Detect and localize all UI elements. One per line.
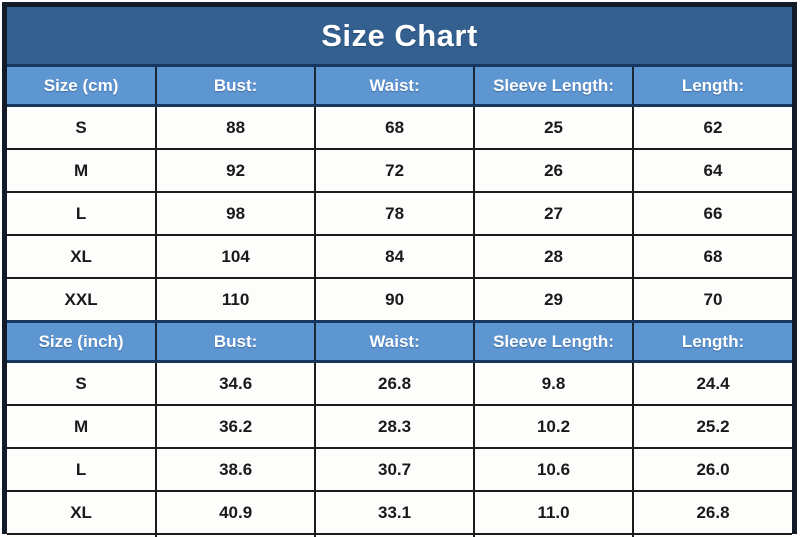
measurement-cell: 66 bbox=[632, 191, 792, 236]
measurement-cell: 27 bbox=[473, 191, 634, 236]
measurement-cell: 88 bbox=[155, 104, 317, 150]
measurement-cell: 25.2 bbox=[632, 404, 792, 449]
header-row-inch: Size (inch) Bust: Waist: Sleeve Length: Leng… bbox=[7, 320, 792, 363]
measurement-cell: 26.8 bbox=[632, 490, 792, 535]
measurement-cell: 25 bbox=[473, 104, 634, 150]
size-label-cell: L bbox=[7, 191, 158, 236]
size-label-cell: M bbox=[7, 404, 158, 449]
table-row: S 88 68 25 62 bbox=[7, 104, 792, 150]
measurement-cell: 64 bbox=[632, 148, 792, 193]
measurement-cell: 29 bbox=[473, 277, 634, 323]
measurement-cell: 28 bbox=[473, 234, 634, 279]
measurement-cell: 11.0 bbox=[473, 490, 634, 535]
size-chart-body: Size (cm) Bust: Waist: Sleeve Length: Length… bbox=[7, 64, 792, 537]
measurement-cell: 68 bbox=[314, 104, 476, 150]
table-row: XXL43.335.411.427.6 bbox=[7, 533, 792, 537]
table-row: S 34.6 26.8 9.8 24.4 bbox=[7, 360, 792, 406]
table-row: XL 104 84 28 68 bbox=[7, 234, 792, 279]
measurement-cell: 110 bbox=[155, 277, 317, 323]
measurement-cell: 30.7 bbox=[314, 447, 476, 492]
measurement-cell: 26.0 bbox=[632, 447, 792, 492]
measurement-cell: 35.4 bbox=[314, 533, 476, 537]
size-label-cell: S bbox=[7, 360, 158, 406]
measurement-cell: 84 bbox=[314, 234, 476, 279]
measurement-cell: 40.9 bbox=[155, 490, 317, 535]
measurement-cell: 78 bbox=[314, 191, 476, 236]
column-header: Length: bbox=[632, 64, 792, 107]
size-chart-table: Size (cm) Bust: Waist: Sleeve Length: Length… bbox=[7, 64, 792, 537]
table-row: M 36.2 28.3 10.2 25.2 bbox=[7, 404, 792, 449]
size-label-cell: XL bbox=[7, 234, 158, 279]
size-label-cell: S bbox=[7, 104, 158, 150]
measurement-cell: 92 bbox=[155, 148, 317, 193]
measurement-cell: 38.6 bbox=[155, 447, 317, 492]
measurement-cell: 62 bbox=[632, 104, 792, 150]
size-label-cell: XL bbox=[7, 490, 158, 535]
measurement-cell: 90 bbox=[314, 277, 476, 323]
measurement-cell: 26 bbox=[473, 148, 634, 193]
measurement-cell: 68 bbox=[632, 234, 792, 279]
size-label-cell: L bbox=[7, 447, 158, 492]
measurement-cell: 11.4 bbox=[473, 533, 634, 537]
page-title: Size Chart bbox=[7, 7, 792, 64]
measurement-cell: 72 bbox=[314, 148, 476, 193]
size-label-cell: XXL bbox=[7, 277, 158, 323]
measurement-cell: 34.6 bbox=[155, 360, 317, 406]
table-row: XL 40.9 33.1 11.0 26.8 bbox=[7, 490, 792, 535]
column-header: Bust: bbox=[155, 64, 317, 107]
column-header: Sleeve Length: bbox=[473, 320, 634, 363]
column-header: Length: bbox=[632, 320, 792, 363]
measurement-cell: 26.8 bbox=[314, 360, 476, 406]
measurement-cell: 33.1 bbox=[314, 490, 476, 535]
table-row: XXL 110 90 29 70 bbox=[7, 277, 792, 323]
column-header: Size (cm) bbox=[7, 64, 158, 107]
column-header: Waist: bbox=[314, 320, 476, 363]
measurement-cell: 70 bbox=[632, 277, 792, 323]
measurement-cell: 36.2 bbox=[155, 404, 317, 449]
measurement-cell: 98 bbox=[155, 191, 317, 236]
column-header: Size (inch) bbox=[7, 320, 158, 363]
header-row-cm: Size (cm) Bust: Waist: Sleeve Length: Length… bbox=[7, 64, 792, 107]
measurement-cell: 10.2 bbox=[473, 404, 634, 449]
table-row: L 98 78 27 66 bbox=[7, 191, 792, 236]
measurement-cell: 27.6 bbox=[632, 533, 792, 537]
measurement-cell: 9.8 bbox=[473, 360, 634, 406]
table-row: M 92 72 26 64 bbox=[7, 148, 792, 193]
table-row: L 38.6 30.7 10.6 26.0 bbox=[7, 447, 792, 492]
measurement-cell: 24.4 bbox=[632, 360, 792, 406]
measurement-cell: 28.3 bbox=[314, 404, 476, 449]
column-header: Sleeve Length: bbox=[473, 64, 634, 107]
size-label-cell: M bbox=[7, 148, 158, 193]
measurement-cell: 104 bbox=[155, 234, 317, 279]
column-header: Waist: bbox=[314, 64, 476, 107]
measurement-cell: 10.6 bbox=[473, 447, 634, 492]
measurement-cell: 43.3 bbox=[155, 533, 317, 537]
size-label-cell: XXL bbox=[7, 533, 158, 537]
column-header: Bust: bbox=[155, 320, 317, 363]
